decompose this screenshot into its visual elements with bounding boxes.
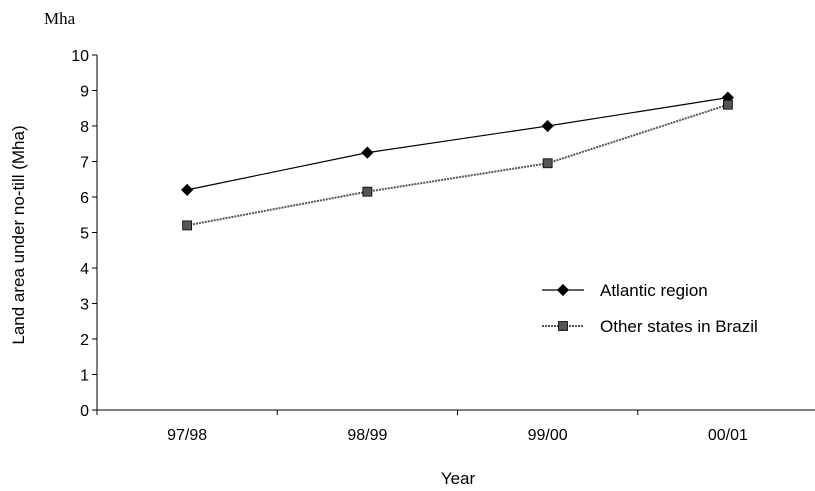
legend-marker-square <box>558 321 568 331</box>
series-line-0 <box>187 97 728 191</box>
x-tick-label: 00/01 <box>708 427 748 444</box>
y-tick-label: 10 <box>71 48 89 65</box>
series-layer <box>181 91 734 231</box>
x-ticks: 97/98 98/99 99/00 00/01 <box>96 410 748 444</box>
legend-marker-diamond <box>556 283 570 297</box>
y-tick-label: 9 <box>80 84 89 101</box>
x-tick-label: 98/99 <box>347 427 387 444</box>
y-tick-label: 7 <box>80 155 89 172</box>
x-axis-label: Year <box>441 469 476 488</box>
x-tick-label: 97/98 <box>167 427 207 444</box>
y-ticks: 0 1 2 3 4 5 6 7 8 9 10 <box>71 48 97 420</box>
y-tick-label: 5 <box>80 226 89 243</box>
y-axis-label: Land area under no-till (Mha) <box>9 125 28 344</box>
data-point-square <box>542 158 553 169</box>
y-tick-label: 3 <box>80 297 89 314</box>
y-tick-label: 6 <box>80 190 89 207</box>
legend: Atlantic region Other states in Brazil <box>542 281 758 336</box>
x-tick-label: 99/00 <box>528 427 568 444</box>
y-tick-label: 8 <box>80 119 89 136</box>
y-tick-label: 1 <box>80 368 89 385</box>
legend-label-1: Other states in Brazil <box>600 317 758 336</box>
data-point-square <box>722 99 733 110</box>
data-point-diamond <box>361 146 374 159</box>
y-tick-label: 2 <box>80 332 89 349</box>
data-point-diamond <box>541 119 554 133</box>
series-line-1 <box>186 103 729 227</box>
y-tick-label: 4 <box>80 261 89 278</box>
y-tick-label: 0 <box>80 403 89 420</box>
data-point-diamond <box>181 183 194 196</box>
legend-label-0: Atlantic region <box>600 281 708 300</box>
data-point-square <box>362 186 373 197</box>
data-point-square <box>182 220 193 231</box>
unit-label: Mha <box>44 9 76 28</box>
